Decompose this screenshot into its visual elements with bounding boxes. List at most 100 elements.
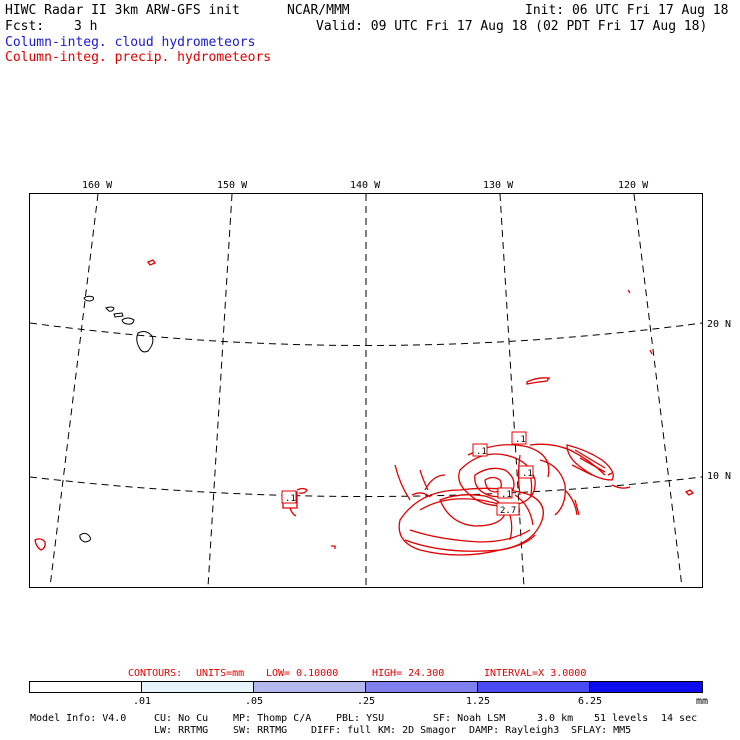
model-sflay: SFLAY: MM5 (571, 725, 632, 736)
model-damp: DAMP: Rayleigh3 (469, 725, 560, 736)
precip-cell (289, 507, 297, 517)
valid-time: Valid: 09 UTC Fri 17 Aug 18 (02 PDT Fri … (316, 19, 708, 34)
lon-label-130w: 130 W (483, 180, 514, 191)
island-hawaii (136, 331, 154, 353)
storm-band (564, 489, 580, 516)
model-levels: 51 levels (594, 713, 649, 724)
colorbar-segment-5 (478, 681, 590, 693)
contour-label-boxes (281, 431, 534, 516)
contour-label: .1 (501, 490, 512, 500)
precip-cell (331, 545, 336, 549)
colorbar-segment-2 (142, 681, 254, 693)
map-frame (29, 193, 703, 588)
contour-label-box (496, 502, 520, 516)
model-title: HIWC Radar II 3km ARW-GFS init (5, 3, 240, 18)
model-km: KM: 2D Smagor (378, 725, 457, 736)
contour-label-box (497, 487, 513, 499)
island-oahu (105, 306, 115, 312)
precip-cell (684, 489, 695, 496)
island-molokai (113, 312, 124, 318)
precip-cell (649, 349, 653, 355)
storm-east-lines (571, 449, 606, 476)
model-mp: MP: Thomp C/A (233, 713, 312, 724)
storm-band (411, 474, 446, 498)
colorbar-label: .05 (244, 696, 264, 707)
colorbar-segment-3 (254, 681, 366, 693)
colorbar-label: .01 (132, 696, 152, 707)
gridline-130w (499, 193, 525, 588)
storm-band (539, 459, 566, 516)
model-timestep: 14 sec (661, 713, 698, 724)
model-lw: LW: RRTMG (154, 725, 209, 736)
contours-low: LOW= 0.10000 (266, 668, 339, 679)
lon-label-120w: 120 W (618, 180, 649, 191)
colorbar-units: mm (695, 696, 709, 707)
contour-label-box (511, 431, 527, 445)
lat-label-10n: 10 N (707, 471, 731, 482)
contour-label: .1 (522, 469, 533, 479)
contour-label: .1 (476, 447, 487, 457)
colorbar-segment-1 (29, 681, 142, 693)
forecast-hour: 3 h (74, 19, 98, 34)
contours-interval: INTERVAL=X 3.0000 (484, 668, 587, 679)
storm-band (504, 494, 534, 541)
contour-label-box (518, 465, 534, 479)
contour-label-box (281, 490, 297, 504)
longitude-gridlines (49, 193, 683, 588)
model-sw: SW: RRTMG (233, 725, 288, 736)
contours-label: CONTOURS: (128, 668, 183, 679)
precip-cell (296, 487, 308, 494)
precip-field-label: Column-integ. precip. hydrometeors (5, 50, 272, 65)
storm-outer (398, 487, 544, 556)
lon-label-150w: 150 W (217, 180, 248, 191)
organization-label: NCAR/MMM (287, 3, 350, 18)
precip-cell (607, 472, 613, 476)
precip-cell (34, 538, 46, 551)
contour-label: 2.7 (500, 506, 516, 516)
colorbar-label: .25 (356, 696, 376, 707)
precip-cell (627, 289, 631, 294)
gridline-20n (29, 322, 703, 346)
storm-east (566, 444, 614, 481)
contour-labels: .1 .1 .1 .1 2.7 .1 (285, 435, 533, 516)
colorbar-label: 1.25 (465, 696, 491, 707)
model-cu: CU: No Cu (154, 713, 209, 724)
precip-cell (147, 259, 156, 266)
storm-band (611, 484, 631, 489)
storm-core (484, 476, 502, 493)
model-pbl: PBL: YSU (336, 713, 385, 724)
lat-label-20n: 20 N (707, 319, 731, 330)
island-kauai (83, 295, 95, 302)
lon-label-140w: 140 W (350, 180, 381, 191)
colorbar-segment-4 (366, 681, 478, 693)
gridline-150w (207, 193, 233, 588)
gridline-120w (633, 193, 683, 588)
colorbar-label: 6.25 (577, 696, 603, 707)
storm-band (394, 464, 429, 501)
contours-units: UNITS=mm (196, 668, 245, 679)
gridline-10n (29, 476, 703, 497)
precip-contours (34, 259, 695, 556)
cloud-field-label: Column-integ. cloud hydrometeors (5, 35, 256, 50)
storm-band (409, 529, 531, 543)
contours-high: HIGH= 24.300 (372, 668, 445, 679)
colorbar-frame (29, 681, 703, 693)
storm-core (474, 467, 515, 498)
lon-label-160w: 160 W (82, 180, 113, 191)
storm-band (404, 534, 536, 552)
gridline-160w (49, 193, 99, 588)
model-sf: SF: Noah LSM (433, 713, 506, 724)
storm-core (458, 453, 536, 507)
contour-label-box (472, 443, 488, 457)
latitude-gridlines (29, 322, 703, 497)
precip-cell (526, 377, 551, 385)
axis-labels: 160 W 150 W 140 W 130 W 120 W 20 N 10 N (82, 180, 731, 482)
model-resolution: 3.0 km (537, 713, 574, 724)
hawaii-islands (83, 295, 154, 353)
contour-label: .1 (515, 435, 526, 445)
model-version: Model Info: V4.0 (30, 713, 127, 724)
forecast-label: Fcst: (5, 19, 45, 34)
island-johnston (79, 532, 91, 543)
model-diff: DIFF: full (311, 725, 372, 736)
